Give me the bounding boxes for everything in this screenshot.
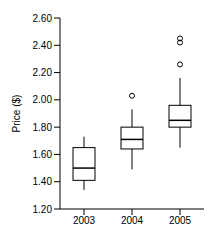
svg-text:2.40: 2.40 (33, 40, 53, 51)
svg-text:2.60: 2.60 (33, 13, 53, 24)
svg-text:1.20: 1.20 (33, 204, 53, 215)
svg-text:Price ($): Price ($) (11, 95, 22, 133)
svg-text:1.40: 1.40 (33, 176, 53, 187)
svg-text:2003: 2003 (73, 215, 96, 226)
svg-text:2004: 2004 (121, 215, 144, 226)
svg-text:1.60: 1.60 (33, 149, 53, 160)
svg-text:2.00: 2.00 (33, 94, 53, 105)
svg-text:2005: 2005 (169, 215, 192, 226)
svg-text:2.20: 2.20 (33, 67, 53, 78)
svg-text:1.80: 1.80 (33, 122, 53, 133)
